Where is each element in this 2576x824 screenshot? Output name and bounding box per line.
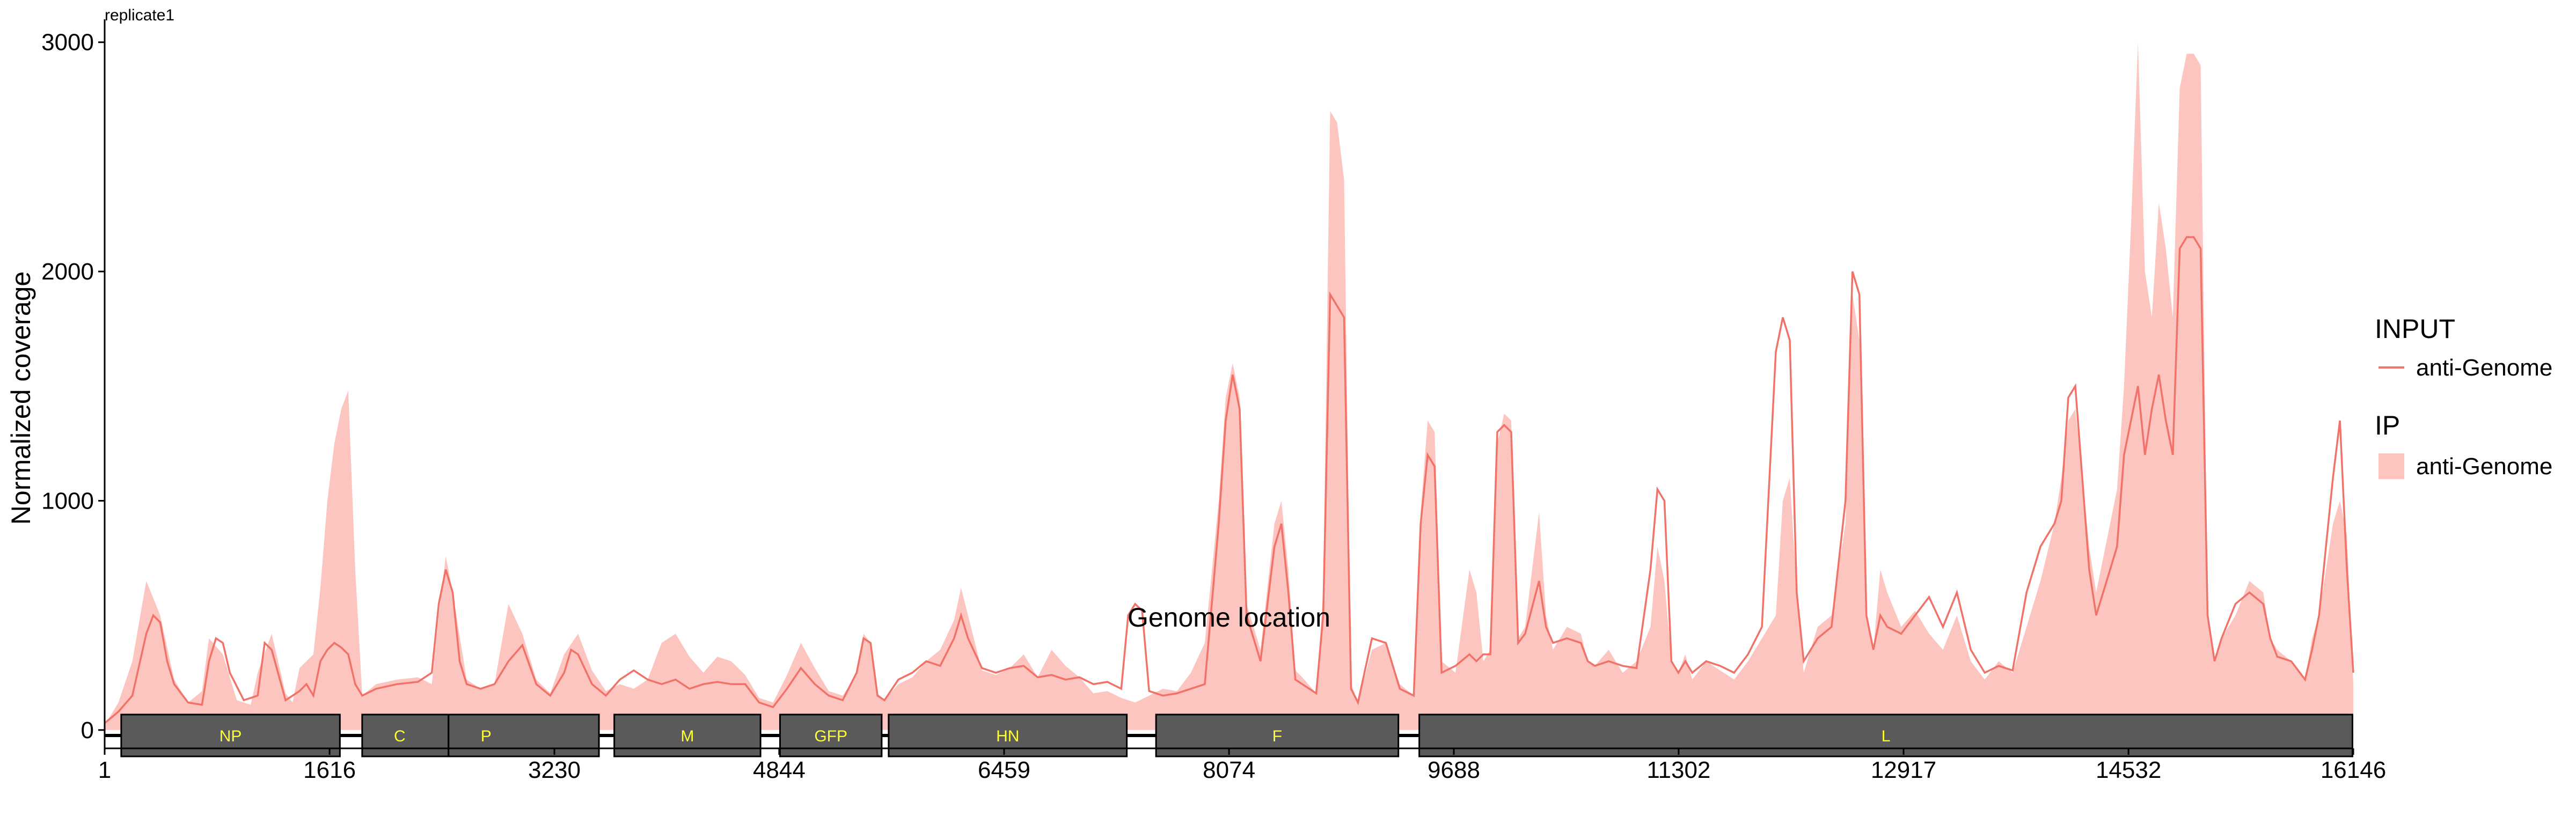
gene-box-m bbox=[613, 713, 762, 757]
gene-track: NP C P M GFP HN F L bbox=[105, 713, 2353, 757]
x-tick-label: 8074 bbox=[1203, 757, 1255, 783]
gene-box-p bbox=[448, 713, 600, 757]
x-ticks: 1 1616 3230 4844 6459 8074 9688 11302 12917 14532… bbox=[98, 748, 2386, 783]
x-tick-label: 4844 bbox=[753, 757, 806, 783]
legend-title-ip: IP bbox=[2375, 410, 2400, 440]
gene-label-p: P bbox=[481, 727, 492, 745]
x-tick-label: 16146 bbox=[2321, 757, 2386, 783]
y-axis-label: Normalized coverage bbox=[6, 271, 36, 525]
legend-label-ip: anti-Genome bbox=[2416, 453, 2552, 480]
gene-label-gfp: GFP bbox=[814, 727, 847, 745]
x-tick-label: 14532 bbox=[2096, 757, 2161, 783]
y-tick-label: 0 bbox=[81, 717, 94, 744]
x-tick-label: 12917 bbox=[1871, 757, 1936, 783]
gene-box-f bbox=[1155, 713, 1400, 757]
gene-box-gfp bbox=[779, 713, 883, 757]
y-tick-label: 2000 bbox=[41, 259, 94, 285]
x-tick-label: 1616 bbox=[303, 757, 356, 783]
panel-title: replicate1 bbox=[105, 6, 174, 24]
y-tick-label: 3000 bbox=[41, 30, 94, 56]
legend-title-input: INPUT bbox=[2375, 314, 2455, 344]
gene-label-l: L bbox=[1882, 727, 1891, 745]
plot-area bbox=[104, 42, 2354, 730]
x-tick-label: 1 bbox=[98, 757, 111, 783]
legend: INPUT anti-Genome IP anti-Genome bbox=[2375, 314, 2552, 480]
gene-label-m: M bbox=[680, 727, 694, 745]
x-tick-label: 11302 bbox=[1646, 757, 1710, 783]
ip-coverage-area bbox=[105, 42, 2353, 730]
x-axis-label: Genome location bbox=[1128, 602, 1330, 632]
x-tick-label: 3230 bbox=[528, 757, 581, 783]
x-tick-label: 9688 bbox=[1428, 757, 1480, 783]
gene-label-hn: HN bbox=[996, 727, 1019, 745]
gene-box-l bbox=[1418, 713, 2353, 757]
legend-label-input: anti-Genome bbox=[2416, 355, 2552, 381]
legend-swatch-fill bbox=[2379, 453, 2404, 479]
y-tick-label: 1000 bbox=[41, 488, 94, 514]
gene-box-np bbox=[120, 713, 341, 757]
gene-label-f: F bbox=[1272, 727, 1282, 745]
gene-label-c: C bbox=[394, 727, 406, 745]
gene-box-hn bbox=[888, 713, 1128, 757]
y-ticks: 0 1000 2000 3000 bbox=[41, 30, 105, 744]
input-coverage-line bbox=[104, 236, 2354, 724]
gene-label-np: NP bbox=[219, 727, 242, 745]
x-tick-label: 6459 bbox=[978, 757, 1030, 783]
